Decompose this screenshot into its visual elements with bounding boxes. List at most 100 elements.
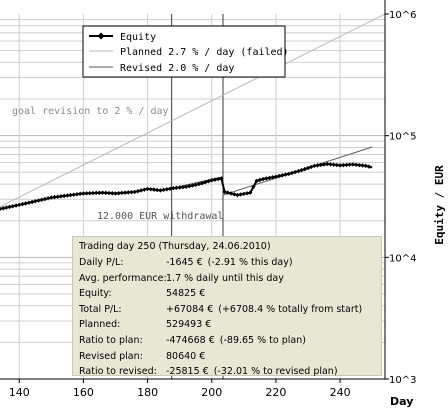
equity-point: [232, 192, 237, 197]
equity-point: [158, 188, 163, 193]
info-row: Equity: 54825 €: [79, 286, 381, 302]
equity-point: [78, 191, 83, 197]
equity-point: [360, 163, 365, 168]
equity-point: [36, 198, 41, 203]
equity-point: [228, 191, 234, 196]
equity-point: [116, 190, 121, 196]
equity-point: [331, 162, 336, 167]
equity-point: [193, 182, 198, 187]
equity-point: [119, 190, 125, 196]
x-tick-label: 240: [330, 386, 351, 399]
equity-point: [0, 206, 3, 212]
equity-point: [190, 183, 195, 188]
planned-series-line: [0, 13, 386, 208]
equity-point: [209, 178, 214, 183]
equity-point: [23, 201, 28, 206]
x-axis-label: Day: [390, 395, 413, 408]
equity-point: [260, 176, 266, 182]
equity-point: [280, 173, 285, 178]
info-rows: Daily P/L: -1645 € (-2.91 % this day) Avg. …: [79, 255, 381, 380]
equity-point: [267, 175, 272, 181]
equity-point: [13, 203, 19, 208]
equity-point: [97, 190, 102, 196]
equity-point: [126, 190, 131, 195]
equity-point: [337, 163, 343, 168]
info-row-label: Avg. performance:: [79, 272, 167, 284]
equity-point: [238, 192, 243, 197]
equity-point: [74, 192, 80, 197]
equity-point: [151, 187, 157, 192]
info-row-value: -1645 €: [166, 257, 203, 268]
equity-point: [286, 171, 291, 177]
trading-day-info-box: Trading day 250 (Thursday, 24.06.2010) D…: [72, 236, 382, 377]
equity-point: [270, 175, 275, 180]
info-row-label: Ratio to revised:: [79, 366, 157, 378]
equity-point: [264, 176, 269, 181]
y-tick-label: 10^4: [389, 253, 416, 264]
equity-point: [328, 162, 333, 167]
equity-point: [20, 201, 25, 207]
equity-point: [49, 195, 54, 200]
equity-point: [110, 191, 115, 196]
equity-point: [94, 190, 99, 196]
equity-point: [357, 162, 362, 168]
equity-point: [203, 179, 208, 185]
legend-entry: Revised 2.0 % / day: [120, 63, 234, 74]
equity-point: [312, 163, 317, 169]
info-row-value: 80640 €: [166, 350, 206, 362]
info-row-label: Daily P/L:: [79, 257, 124, 268]
equity-point: [171, 186, 176, 191]
info-row-extra: (+6708.4 % totally from start): [218, 303, 363, 315]
equity-point: [113, 191, 118, 196]
equity-point: [17, 202, 22, 208]
equity-point: [273, 174, 279, 179]
equity-point: [52, 194, 57, 200]
equity-point: [174, 185, 179, 191]
equity-point: [196, 181, 202, 187]
y-tick-label: 10^3: [389, 375, 416, 386]
info-row-value: 1.7 % daily until this day: [166, 272, 284, 284]
equity-point: [321, 162, 327, 167]
equity-point: [68, 192, 73, 198]
equity-point: [39, 197, 44, 202]
equity-point: [289, 170, 295, 176]
info-row-label: Planned:: [79, 319, 121, 331]
equity-point: [180, 184, 186, 190]
info-row: Total P/L: +67084 € (+6708.4 % totally fro…: [79, 302, 381, 318]
equity-point: [341, 162, 346, 168]
info-row-extra: (-32.01 % to revised plan): [213, 366, 338, 378]
equity-point: [42, 196, 48, 202]
equity-point: [33, 199, 38, 204]
equity-point: [87, 190, 93, 196]
equity-point: [1, 206, 6, 211]
equity-point: [276, 173, 282, 179]
info-row-value: 54825 €: [166, 288, 206, 300]
equity-point: [315, 163, 320, 168]
info-title: Trading day 250 (Thursday, 24.06.2010): [79, 241, 271, 252]
info-row-value: -25815 €: [166, 366, 209, 378]
info-row: Revised plan: 80640 €: [79, 349, 381, 365]
equity-point: [100, 190, 105, 195]
equity-point: [26, 200, 32, 205]
equity-point: [29, 199, 35, 205]
equity-point: [334, 162, 340, 168]
equity-point: [325, 161, 330, 167]
info-row: Avg. performance: 1.7 % daily until this …: [79, 271, 381, 287]
y-tick-label: 10^5: [389, 132, 416, 143]
equity-point: [292, 169, 298, 175]
equity-point: [155, 187, 160, 193]
info-row: Ratio to plan: -474668 € (-89.65 % to plan…: [79, 333, 381, 349]
x-tick-label: 200: [201, 386, 222, 399]
x-tick-label: 160: [73, 386, 94, 399]
equity-point: [206, 179, 211, 184]
legend-box: [82, 25, 286, 78]
info-row-value: 529493 €: [166, 319, 212, 331]
equity-point: [129, 189, 134, 195]
equity-point: [222, 189, 227, 195]
info-row: Daily P/L: -1645 € (-2.91 % this day): [79, 255, 381, 271]
annotations-layer: goal revision to 2 % / day 12.000 EUR wit…: [12, 106, 223, 222]
equity-point: [248, 190, 253, 195]
equity-point: [183, 184, 189, 189]
equity-point: [148, 187, 153, 192]
